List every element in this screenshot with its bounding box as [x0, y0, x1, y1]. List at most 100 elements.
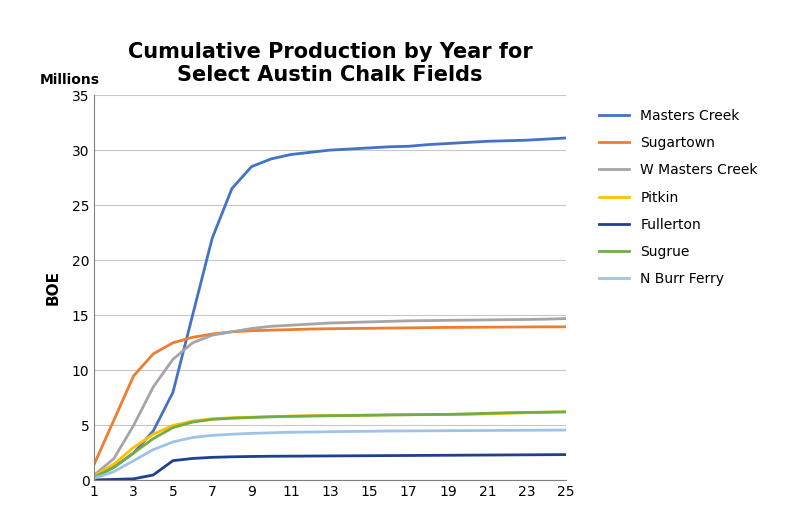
Line: Sugartown: Sugartown [94, 327, 566, 464]
N Burr Ferry [90, 475, 99, 482]
W Masters Creek [227, 328, 237, 335]
W Masters Creek [463, 317, 472, 323]
Sugrue [483, 410, 492, 417]
Sugartown [325, 326, 335, 332]
W Masters Creek [345, 319, 354, 326]
Masters Creek [365, 145, 374, 151]
Sugartown [90, 461, 99, 467]
N Burr Ferry [502, 427, 512, 433]
Sugrue [404, 411, 413, 418]
N Burr Ferry [365, 428, 374, 435]
Sugartown [149, 351, 158, 357]
Pitkin [404, 411, 413, 418]
Masters Creek [286, 152, 296, 158]
N Burr Ferry [286, 429, 296, 436]
N Burr Ferry [325, 429, 335, 435]
Fullerton [561, 451, 571, 458]
Masters Creek [424, 142, 433, 148]
Sugartown [306, 326, 315, 332]
N Burr Ferry [149, 447, 158, 453]
Pitkin [247, 414, 256, 420]
W Masters Creek [384, 318, 394, 325]
Sugartown [502, 324, 512, 330]
Sugrue [149, 436, 158, 442]
W Masters Creek [208, 332, 217, 338]
Line: W Masters Creek: W Masters Creek [94, 318, 566, 475]
Masters Creek [502, 138, 512, 144]
Sugartown [483, 324, 492, 331]
Sugrue [247, 414, 256, 421]
Sugrue [306, 413, 315, 419]
Sugrue [266, 413, 276, 420]
Fullerton [542, 451, 551, 458]
Pitkin [286, 413, 296, 419]
Pitkin [168, 422, 178, 429]
Sugartown [208, 331, 217, 337]
Fullerton [208, 454, 217, 460]
Fullerton [90, 477, 99, 483]
W Masters Creek [306, 321, 315, 327]
Sugrue [443, 411, 453, 418]
Sugartown [384, 325, 394, 331]
N Burr Ferry [404, 428, 413, 434]
Pitkin [306, 412, 315, 419]
Pitkin [208, 416, 217, 422]
Pitkin [384, 412, 394, 418]
Sugrue [522, 409, 531, 416]
Fullerton [306, 453, 315, 459]
N Burr Ferry [247, 430, 256, 437]
Fullerton [149, 472, 158, 478]
Fullerton [188, 455, 197, 461]
Line: Masters Creek: Masters Creek [94, 138, 566, 477]
Masters Creek [384, 144, 394, 150]
Fullerton [443, 452, 453, 458]
Pitkin [424, 411, 433, 418]
Sugartown [463, 324, 472, 331]
N Burr Ferry [345, 428, 354, 435]
Masters Creek [561, 135, 571, 141]
Sugartown [266, 327, 276, 333]
Sugrue [424, 411, 433, 418]
Masters Creek [168, 389, 178, 395]
Text: Millions: Millions [40, 73, 100, 87]
Line: Pitkin: Pitkin [94, 412, 566, 476]
Sugrue [90, 474, 99, 480]
W Masters Creek [90, 472, 99, 478]
Sugrue [345, 412, 354, 419]
Fullerton [384, 452, 394, 459]
Sugrue [463, 411, 472, 417]
Sugrue [384, 412, 394, 418]
N Burr Ferry [384, 428, 394, 434]
Sugartown [443, 324, 453, 331]
Sugartown [247, 327, 256, 334]
N Burr Ferry [129, 457, 138, 464]
Line: N Burr Ferry: N Burr Ferry [94, 430, 566, 478]
Masters Creek [325, 147, 335, 153]
Masters Creek [149, 428, 158, 434]
Fullerton [345, 452, 354, 459]
Masters Creek [306, 149, 315, 155]
W Masters Creek [266, 323, 276, 329]
Masters Creek [188, 312, 197, 318]
W Masters Creek [109, 455, 119, 461]
Sugrue [365, 412, 374, 419]
Sugartown [365, 325, 374, 332]
Legend: Masters Creek, Sugartown, W Masters Creek, Pitkin, Fullerton, Sugrue, N Burr Fer: Masters Creek, Sugartown, W Masters Cree… [592, 102, 765, 293]
Pitkin [443, 411, 453, 418]
W Masters Creek [502, 316, 512, 323]
Sugartown [188, 334, 197, 341]
Sugartown [561, 324, 571, 330]
N Burr Ferry [208, 432, 217, 438]
Sugrue [502, 410, 512, 416]
Fullerton [463, 452, 472, 458]
N Burr Ferry [306, 429, 315, 435]
Sugartown [286, 326, 296, 333]
Sugartown [542, 324, 551, 330]
Sugartown [109, 417, 119, 423]
Masters Creek [483, 138, 492, 145]
N Burr Ferry [483, 427, 492, 433]
Fullerton [227, 454, 237, 460]
Masters Creek [227, 185, 237, 192]
Masters Creek [266, 156, 276, 162]
W Masters Creek [522, 316, 531, 323]
